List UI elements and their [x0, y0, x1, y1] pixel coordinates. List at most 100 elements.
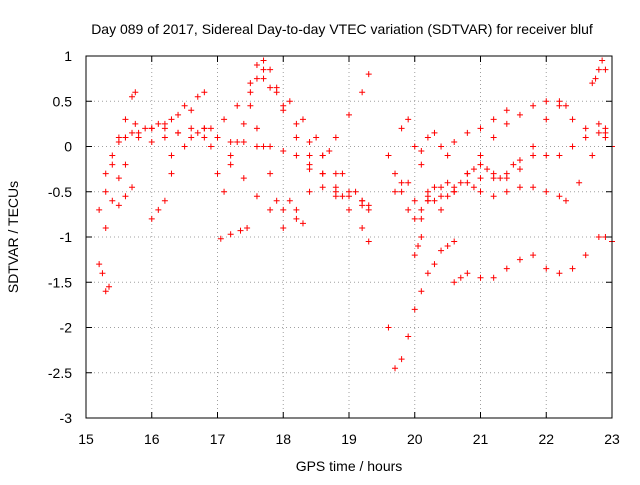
data-point — [451, 138, 458, 145]
data-point — [240, 120, 247, 127]
data-point — [201, 134, 208, 141]
data-point — [464, 170, 471, 177]
data-point — [339, 170, 346, 177]
data-point — [260, 143, 267, 150]
data-point — [530, 152, 537, 159]
data-point — [319, 152, 326, 159]
data-point — [484, 166, 491, 173]
data-point — [411, 252, 418, 259]
data-point — [602, 129, 609, 136]
data-point — [148, 215, 155, 222]
y-tick-label: 0.5 — [53, 93, 73, 109]
data-point — [365, 238, 372, 245]
data-point — [280, 107, 287, 114]
data-point — [477, 161, 484, 168]
data-point — [207, 125, 214, 132]
data-point — [332, 134, 339, 141]
data-point — [194, 93, 201, 100]
y-axis-label: SDTVAR / TECUs — [5, 181, 21, 293]
data-point — [240, 175, 247, 182]
data-point — [595, 129, 602, 136]
data-point — [464, 179, 471, 186]
data-point — [109, 161, 116, 168]
data-point — [115, 138, 122, 145]
data-point — [214, 134, 221, 141]
data-point — [385, 152, 392, 159]
data-point — [253, 75, 260, 82]
data-point — [260, 66, 267, 73]
x-tick-label: 16 — [144, 431, 160, 447]
data-point — [175, 111, 182, 118]
data-point — [444, 243, 451, 250]
data-point — [161, 197, 168, 204]
data-point — [319, 170, 326, 177]
data-point — [490, 274, 497, 281]
data-point — [582, 125, 589, 132]
data-point — [405, 116, 412, 123]
data-point — [365, 202, 372, 209]
data-point — [234, 102, 241, 109]
y-tick-labels: 1 0.5 0 -0.5 -1 -1.5 -2 -2.5 -3 — [48, 48, 72, 426]
data-point — [503, 175, 510, 182]
data-point — [365, 71, 372, 78]
data-point — [267, 66, 274, 73]
y-tick-label: 0 — [64, 139, 72, 155]
data-point — [398, 356, 405, 363]
data-point — [148, 125, 155, 132]
data-point — [411, 197, 418, 204]
data-point — [411, 306, 418, 313]
data-point — [168, 116, 175, 123]
data-point — [405, 179, 412, 186]
data-point — [188, 134, 195, 141]
data-point — [155, 206, 162, 213]
data-point — [280, 224, 287, 231]
y-tick-label: -2 — [60, 320, 73, 336]
data-point — [503, 188, 510, 195]
data-point — [543, 98, 550, 105]
data-point — [477, 152, 484, 159]
x-tick-labels: 15 16 17 18 19 20 21 22 23 — [78, 431, 620, 447]
data-marks — [96, 57, 615, 372]
data-point — [444, 193, 451, 200]
data-point — [385, 324, 392, 331]
data-point — [490, 175, 497, 182]
y-tick-label: -2.5 — [48, 365, 72, 381]
chart-title: Day 089 of 2017, Sidereal Day-to-day VTE… — [91, 21, 593, 37]
data-point — [562, 197, 569, 204]
data-point — [168, 152, 175, 159]
data-point — [129, 184, 136, 191]
data-point — [556, 193, 563, 200]
data-point — [280, 206, 287, 213]
data-point — [438, 184, 445, 191]
data-point — [253, 62, 260, 69]
data-point — [543, 265, 550, 272]
data-point — [227, 231, 234, 238]
data-point — [490, 193, 497, 200]
data-point — [392, 365, 399, 372]
data-point — [556, 152, 563, 159]
data-point — [392, 170, 399, 177]
data-point — [595, 66, 602, 73]
data-point — [424, 270, 431, 277]
data-point — [306, 152, 313, 159]
data-point — [595, 120, 602, 127]
data-point — [102, 188, 109, 195]
x-tick-label: 18 — [275, 431, 291, 447]
data-point — [102, 288, 109, 295]
data-point — [221, 188, 228, 195]
data-point — [398, 188, 405, 195]
data-point — [470, 184, 477, 191]
y-tick-label: -1.5 — [48, 274, 72, 290]
data-point — [102, 224, 109, 231]
data-point — [306, 138, 313, 145]
data-point — [237, 227, 244, 234]
data-point — [569, 143, 576, 150]
data-point — [115, 175, 122, 182]
x-axis-label: GPS time / hours — [296, 458, 403, 474]
data-point — [129, 93, 136, 100]
data-point — [313, 134, 320, 141]
data-point — [201, 125, 208, 132]
data-point — [490, 134, 497, 141]
data-point — [503, 107, 510, 114]
